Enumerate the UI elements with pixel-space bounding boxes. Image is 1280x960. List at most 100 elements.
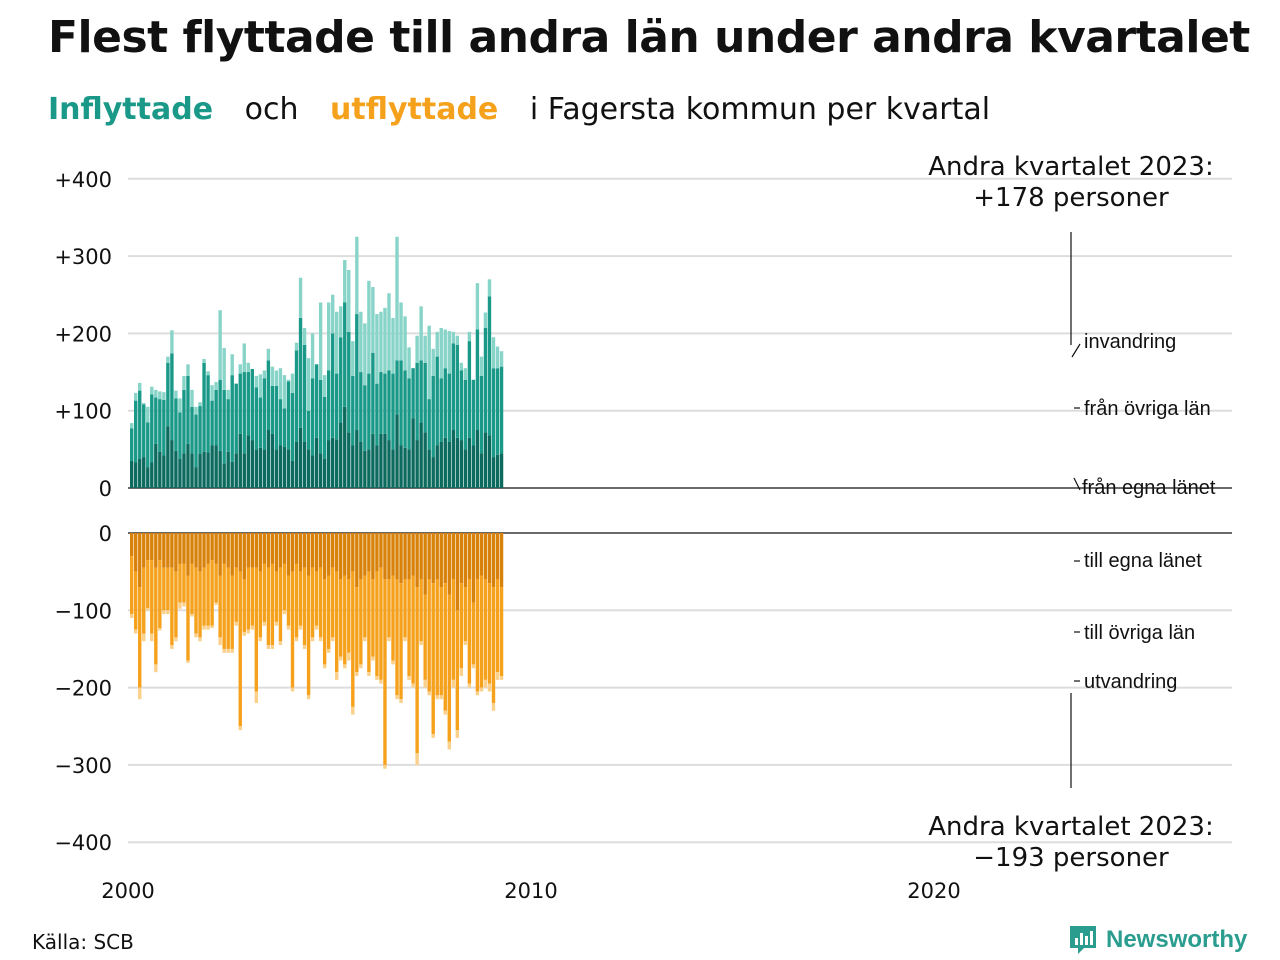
bar-top-1 bbox=[483, 327, 488, 433]
bar-top-0 bbox=[431, 457, 435, 488]
bar-top-1 bbox=[210, 400, 214, 446]
bar-bottom-2 bbox=[226, 648, 230, 653]
bar-bottom-0 bbox=[250, 533, 254, 568]
bar-bottom-1 bbox=[467, 579, 472, 684]
bar-bottom-0 bbox=[202, 533, 206, 568]
bar-top-2 bbox=[322, 375, 327, 397]
bar-bottom-1 bbox=[339, 579, 343, 657]
bar-top-1 bbox=[226, 399, 230, 452]
bar-top-1 bbox=[463, 379, 468, 450]
bar-top-0 bbox=[399, 445, 403, 488]
bar-top-1 bbox=[343, 302, 347, 407]
bar-bottom-0 bbox=[146, 533, 150, 561]
bar-top-0 bbox=[339, 422, 343, 488]
bar-bottom-0 bbox=[206, 533, 210, 564]
bar-top-1 bbox=[282, 408, 287, 448]
bar-top-0 bbox=[491, 457, 496, 488]
bar-top-0 bbox=[230, 461, 234, 488]
bar-top-1 bbox=[363, 385, 367, 451]
y-tick-label-bottom: −300 bbox=[54, 754, 112, 778]
bar-bottom-0 bbox=[455, 533, 460, 611]
bar-top-1 bbox=[451, 343, 455, 431]
bar-top-2 bbox=[451, 331, 455, 344]
y-tick-label-bottom: −100 bbox=[54, 599, 112, 623]
bar-top-0 bbox=[258, 447, 263, 488]
bar-top-0 bbox=[351, 445, 355, 488]
bar-top-1 bbox=[202, 362, 206, 452]
bar-bottom-0 bbox=[463, 533, 468, 588]
bar-top-0 bbox=[262, 449, 267, 488]
bar-bottom-1 bbox=[150, 560, 154, 634]
bar-bottom-0 bbox=[190, 533, 194, 564]
bar-top-1 bbox=[162, 399, 166, 456]
series-label-fran-egna-lanet: från egna länet bbox=[1082, 477, 1216, 499]
bar-bottom-1 bbox=[363, 575, 367, 638]
bar-top-1 bbox=[230, 375, 234, 462]
bar-top-0 bbox=[451, 430, 455, 488]
bar-bottom-2 bbox=[154, 664, 158, 673]
bar-top-1 bbox=[415, 362, 419, 441]
bar-top-1 bbox=[174, 398, 178, 451]
bar-bottom-0 bbox=[411, 533, 415, 576]
bar-bottom-1 bbox=[395, 579, 399, 696]
bar-bottom-2 bbox=[206, 625, 210, 630]
bar-bottom-0 bbox=[226, 533, 230, 568]
bar-top-2 bbox=[455, 335, 460, 345]
bar-top-0 bbox=[415, 440, 419, 488]
bar-bottom-0 bbox=[210, 533, 214, 561]
bar-bottom-1 bbox=[286, 575, 291, 626]
bar-bottom-1 bbox=[423, 594, 427, 680]
bar-bottom-2 bbox=[379, 679, 383, 684]
bar-top-1 bbox=[294, 350, 299, 442]
bar-bottom-0 bbox=[318, 533, 323, 568]
bar-bottom-0 bbox=[142, 533, 146, 568]
annotation-top-line1: Andra kvartalet 2023: bbox=[928, 152, 1213, 182]
bar-bottom-1 bbox=[218, 575, 222, 638]
bar-bottom-2 bbox=[130, 614, 134, 619]
bar-bottom-0 bbox=[483, 533, 488, 580]
bar-top-2 bbox=[226, 389, 230, 400]
bar-bottom-0 bbox=[182, 533, 186, 564]
bar-bottom-2 bbox=[403, 637, 407, 642]
bar-bottom-0 bbox=[282, 533, 287, 564]
bar-bottom-2 bbox=[339, 656, 343, 661]
bar-top-1 bbox=[351, 375, 355, 446]
bar-bottom-2 bbox=[447, 741, 451, 750]
bar-bottom-2 bbox=[178, 602, 182, 609]
bar-top-2 bbox=[214, 382, 218, 390]
bar-top-0 bbox=[146, 467, 150, 488]
bar-bottom-0 bbox=[403, 533, 407, 580]
bar-bottom-1 bbox=[278, 567, 283, 642]
bar-top-2 bbox=[475, 283, 480, 330]
bar-bottom-0 bbox=[138, 533, 142, 588]
bar-top-2 bbox=[359, 311, 363, 373]
bar-top-0 bbox=[166, 426, 170, 488]
bar-bottom-0 bbox=[262, 533, 267, 564]
bar-top-2 bbox=[371, 287, 375, 353]
bar-bottom-2 bbox=[451, 679, 455, 688]
bar-top-1 bbox=[134, 400, 138, 463]
bar-bottom-0 bbox=[314, 533, 319, 572]
bar-top-2 bbox=[443, 329, 447, 369]
bar-bottom-0 bbox=[130, 533, 134, 557]
y-tick-label-bottom: 0 bbox=[99, 522, 112, 546]
bar-bottom-1 bbox=[351, 571, 355, 707]
bar-bottom-0 bbox=[178, 533, 182, 564]
bar-bottom-1 bbox=[254, 567, 259, 692]
annotation-bottom-line1: Andra kvartalet 2023: bbox=[928, 812, 1213, 842]
bar-bottom-0 bbox=[198, 533, 202, 572]
bar-top-0 bbox=[238, 433, 242, 488]
y-tick-label-bottom: −400 bbox=[54, 831, 112, 855]
bar-top-0 bbox=[218, 450, 222, 488]
series-label-leader bbox=[1071, 343, 1081, 358]
bar-bottom-1 bbox=[138, 587, 142, 688]
bar-bottom-2 bbox=[375, 676, 379, 680]
bar-bottom-0 bbox=[310, 533, 315, 568]
bar-bottom-0 bbox=[495, 533, 500, 580]
x-tick-label: 2010 bbox=[504, 879, 557, 903]
bar-bottom-1 bbox=[146, 560, 150, 608]
bar-bottom-2 bbox=[186, 660, 190, 663]
bar-bottom-2 bbox=[210, 625, 214, 629]
bar-bottom-0 bbox=[290, 533, 295, 572]
